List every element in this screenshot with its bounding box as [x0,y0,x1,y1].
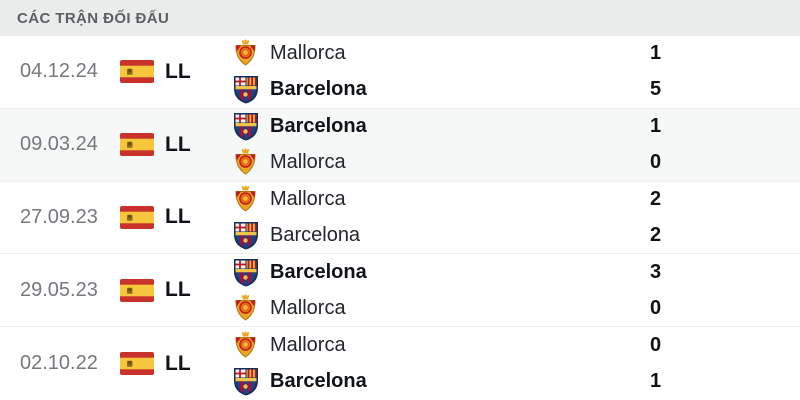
league-code: LL [165,205,191,229]
barcelona-crest-icon [232,76,259,104]
match-list: 04.12.24 LL Mallorca 1 [0,36,800,400]
league-code: LL [165,132,191,156]
team-name: Mallorca [270,334,346,357]
team-score: 0 [650,334,662,357]
match-row[interactable]: 29.05.23 LL Barcelona 3 [0,254,800,328]
match-row[interactable]: 27.09.23 LL Mallorca 2 [0,181,800,255]
spain-flag-icon [120,205,154,229]
team-name: Mallorca [270,187,346,210]
barcelona-crest-icon [232,113,259,141]
team-name: Mallorca [270,151,346,174]
match-row[interactable]: 04.12.24 LL Mallorca 1 [0,36,800,109]
team-line: Barcelona 2 [232,221,705,250]
team-name: Mallorca [270,296,346,319]
match-date: 02.10.22 [20,352,98,375]
team-name: Barcelona [270,223,361,246]
team-score: 0 [650,151,662,174]
team-name: Barcelona [270,260,367,283]
teams-block: Mallorca 1 Barcelona 5 [232,39,800,104]
team-line: Mallorca 0 [232,331,705,359]
flag-emblem [127,287,133,294]
flag-emblem [127,69,133,76]
spain-flag-icon [120,278,154,302]
match-row[interactable]: 02.10.22 LL Mallorca 0 [0,327,800,400]
team-line: Mallorca 1 [232,39,705,67]
section-header: CÁC TRẬN ĐỐI ĐẤU [0,0,800,36]
match-date: 27.09.23 [20,205,98,228]
team-score: 0 [650,296,662,319]
teams-block: Barcelona 1 Mallorca 0 [232,113,800,176]
team-line: Barcelona 5 [232,76,705,104]
team-name: Barcelona [270,370,367,393]
team-score: 1 [650,115,662,138]
match-date: 29.05.23 [20,278,98,301]
league-code: LL [165,278,191,302]
spain-flag-icon [120,352,154,376]
team-line: Mallorca 0 [232,294,705,322]
mallorca-crest-icon [232,185,259,213]
team-score: 2 [650,187,662,210]
teams-block: Mallorca 0 Barcelona 1 [232,331,800,396]
team-line: Mallorca 2 [232,185,705,213]
mallorca-crest-icon [232,148,259,176]
mallorca-crest-icon [232,294,259,322]
team-score: 1 [650,370,662,393]
teams-block: Mallorca 2 Barcelona 2 [232,185,800,250]
team-score: 3 [650,260,662,283]
league-info: LL [120,278,232,302]
flag-emblem [127,214,133,221]
flag-emblem [127,141,133,148]
barcelona-crest-icon [232,258,259,287]
spain-flag-icon [120,133,154,157]
barcelona-crest-icon [232,221,259,250]
barcelona-crest-icon [232,368,259,396]
team-score: 2 [650,223,662,246]
flag-emblem [127,360,133,367]
team-name: Barcelona [270,78,367,101]
spain-flag-icon [120,60,154,84]
match-row[interactable]: 09.03.24 LL Barcelona 1 [0,108,800,182]
team-score: 1 [650,42,662,65]
teams-block: Barcelona 3 Mallorca 0 [232,258,800,322]
match-date: 04.12.24 [20,60,98,83]
league-info: LL [120,205,232,229]
team-score: 5 [650,78,662,101]
section-title: CÁC TRẬN ĐỐI ĐẤU [17,9,170,27]
league-info: LL [120,352,232,376]
team-line: Barcelona 1 [232,368,705,396]
league-code: LL [165,59,191,83]
team-line: Mallorca 0 [232,148,705,176]
team-line: Barcelona 1 [232,113,705,141]
league-code: LL [165,351,191,375]
team-name: Mallorca [270,42,346,65]
mallorca-crest-icon [232,39,259,67]
match-date: 09.03.24 [20,133,98,156]
mallorca-crest-icon [232,331,259,359]
league-info: LL [120,133,232,157]
team-name: Barcelona [270,115,367,138]
team-line: Barcelona 3 [232,258,705,287]
league-info: LL [120,60,232,84]
